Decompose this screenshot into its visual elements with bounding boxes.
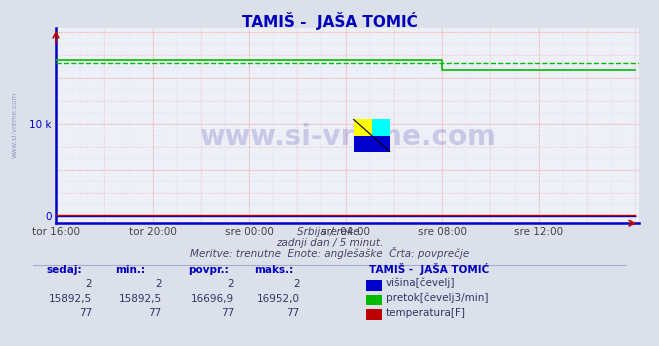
- Text: 2: 2: [155, 279, 161, 289]
- Text: višina[čevelj]: višina[čevelj]: [386, 278, 455, 289]
- Text: pretok[čevelj3/min]: pretok[čevelj3/min]: [386, 292, 488, 303]
- Text: 2: 2: [293, 279, 300, 289]
- Text: maks.:: maks.:: [254, 265, 293, 275]
- Bar: [354, 136, 390, 152]
- Bar: [354, 119, 372, 136]
- Text: zadnji dan / 5 minut.: zadnji dan / 5 minut.: [276, 238, 383, 248]
- Text: TAMIŠ -  JAŠA TOMIĆ: TAMIŠ - JAŠA TOMIĆ: [242, 12, 417, 30]
- Text: Srbija / reke.: Srbija / reke.: [297, 227, 362, 237]
- Text: 2: 2: [227, 279, 234, 289]
- Text: 77: 77: [287, 308, 300, 318]
- Text: 77: 77: [79, 308, 92, 318]
- Text: 2: 2: [86, 279, 92, 289]
- Text: 16952,0: 16952,0: [257, 294, 300, 304]
- Text: 15892,5: 15892,5: [49, 294, 92, 304]
- Text: 77: 77: [148, 308, 161, 318]
- Text: Meritve: trenutne  Enote: anglešaške  Črta: povprečje: Meritve: trenutne Enote: anglešaške Črta…: [190, 247, 469, 259]
- Text: 16696,9: 16696,9: [191, 294, 234, 304]
- Text: sedaj:: sedaj:: [46, 265, 82, 275]
- Text: www.si-vreme.com: www.si-vreme.com: [199, 123, 496, 151]
- Text: 77: 77: [221, 308, 234, 318]
- Text: temperatura[F]: temperatura[F]: [386, 308, 465, 318]
- Text: TAMIŠ -  JAŠA TOMIĆ: TAMIŠ - JAŠA TOMIĆ: [369, 263, 489, 275]
- Bar: [372, 119, 390, 136]
- Text: min.:: min.:: [115, 265, 146, 275]
- Text: www.si-vreme.com: www.si-vreme.com: [12, 92, 18, 158]
- Text: 15892,5: 15892,5: [119, 294, 161, 304]
- Text: povpr.:: povpr.:: [188, 265, 229, 275]
